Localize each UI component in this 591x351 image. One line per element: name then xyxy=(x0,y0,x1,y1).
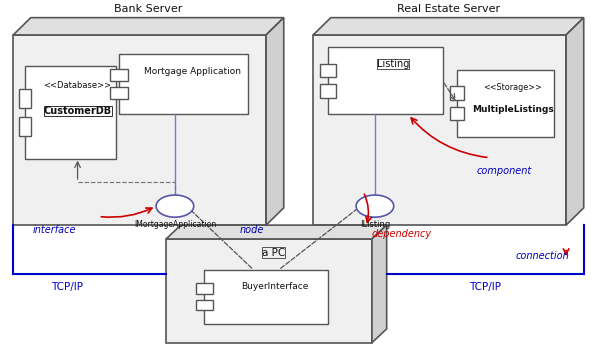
Text: interface: interface xyxy=(33,225,76,235)
Text: CustomerDB: CustomerDB xyxy=(44,106,112,116)
Text: TCP/IP: TCP/IP xyxy=(469,282,501,292)
Text: Real Estate Server: Real Estate Server xyxy=(397,4,500,13)
Bar xyxy=(110,69,128,81)
Text: dependency: dependency xyxy=(372,229,432,239)
Text: IListing: IListing xyxy=(360,220,390,229)
Text: component: component xyxy=(477,166,532,176)
Text: MultipleListings: MultipleListings xyxy=(472,105,554,114)
Polygon shape xyxy=(566,18,584,225)
Text: a PC: a PC xyxy=(262,247,285,258)
Text: Mortgage Application: Mortgage Application xyxy=(144,67,241,76)
Bar xyxy=(457,69,554,137)
Polygon shape xyxy=(313,18,584,35)
Bar xyxy=(196,284,213,294)
Bar xyxy=(450,86,464,100)
Text: Bank Server: Bank Server xyxy=(114,4,183,13)
Bar xyxy=(328,47,443,114)
Bar xyxy=(119,54,248,114)
Text: IMortgageApplication: IMortgageApplication xyxy=(134,220,216,229)
Text: BuyerInterface: BuyerInterface xyxy=(241,282,309,291)
Polygon shape xyxy=(166,225,387,239)
Bar xyxy=(450,107,464,120)
Polygon shape xyxy=(313,35,566,225)
Polygon shape xyxy=(372,225,387,343)
Polygon shape xyxy=(166,239,372,343)
Circle shape xyxy=(356,195,394,217)
Polygon shape xyxy=(266,18,284,225)
Polygon shape xyxy=(13,35,266,225)
Text: node: node xyxy=(239,225,264,235)
Bar xyxy=(320,64,336,77)
Text: <<Database>>: <<Database>> xyxy=(44,81,112,90)
Bar xyxy=(196,299,213,310)
Bar xyxy=(320,84,336,98)
Circle shape xyxy=(156,195,194,217)
Polygon shape xyxy=(13,18,284,35)
Text: connection: connection xyxy=(515,251,569,261)
Text: Listing: Listing xyxy=(376,59,409,69)
Bar xyxy=(18,90,31,108)
Text: TCP/IP: TCP/IP xyxy=(51,282,83,292)
Bar xyxy=(25,66,116,159)
Bar xyxy=(18,118,31,136)
Bar xyxy=(110,87,128,99)
Bar xyxy=(204,270,328,324)
Text: <<Storage>>: <<Storage>> xyxy=(483,83,542,92)
